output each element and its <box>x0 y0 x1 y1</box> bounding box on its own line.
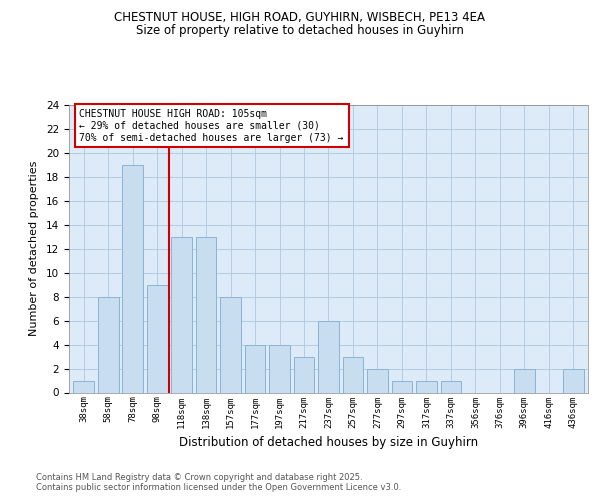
Bar <box>171 237 192 392</box>
Text: Contains HM Land Registry data © Crown copyright and database right 2025.
Contai: Contains HM Land Registry data © Crown c… <box>36 473 401 492</box>
Bar <box>98 296 119 392</box>
Bar <box>343 356 364 392</box>
Bar <box>293 356 314 392</box>
Bar <box>367 368 388 392</box>
Text: Size of property relative to detached houses in Guyhirn: Size of property relative to detached ho… <box>136 24 464 37</box>
Bar <box>245 344 265 393</box>
Bar <box>73 380 94 392</box>
Bar <box>147 284 167 393</box>
Bar <box>196 237 217 392</box>
Bar <box>122 165 143 392</box>
Bar <box>440 380 461 392</box>
Bar <box>563 368 584 392</box>
Bar <box>514 368 535 392</box>
Bar <box>269 344 290 393</box>
Bar <box>416 380 437 392</box>
Bar <box>392 380 412 392</box>
X-axis label: Distribution of detached houses by size in Guyhirn: Distribution of detached houses by size … <box>179 436 478 449</box>
Text: CHESTNUT HOUSE, HIGH ROAD, GUYHIRN, WISBECH, PE13 4EA: CHESTNUT HOUSE, HIGH ROAD, GUYHIRN, WISB… <box>115 11 485 24</box>
Text: CHESTNUT HOUSE HIGH ROAD: 105sqm
← 29% of detached houses are smaller (30)
70% o: CHESTNUT HOUSE HIGH ROAD: 105sqm ← 29% o… <box>79 110 344 142</box>
Bar <box>318 320 339 392</box>
Bar <box>220 296 241 392</box>
Y-axis label: Number of detached properties: Number of detached properties <box>29 161 39 336</box>
